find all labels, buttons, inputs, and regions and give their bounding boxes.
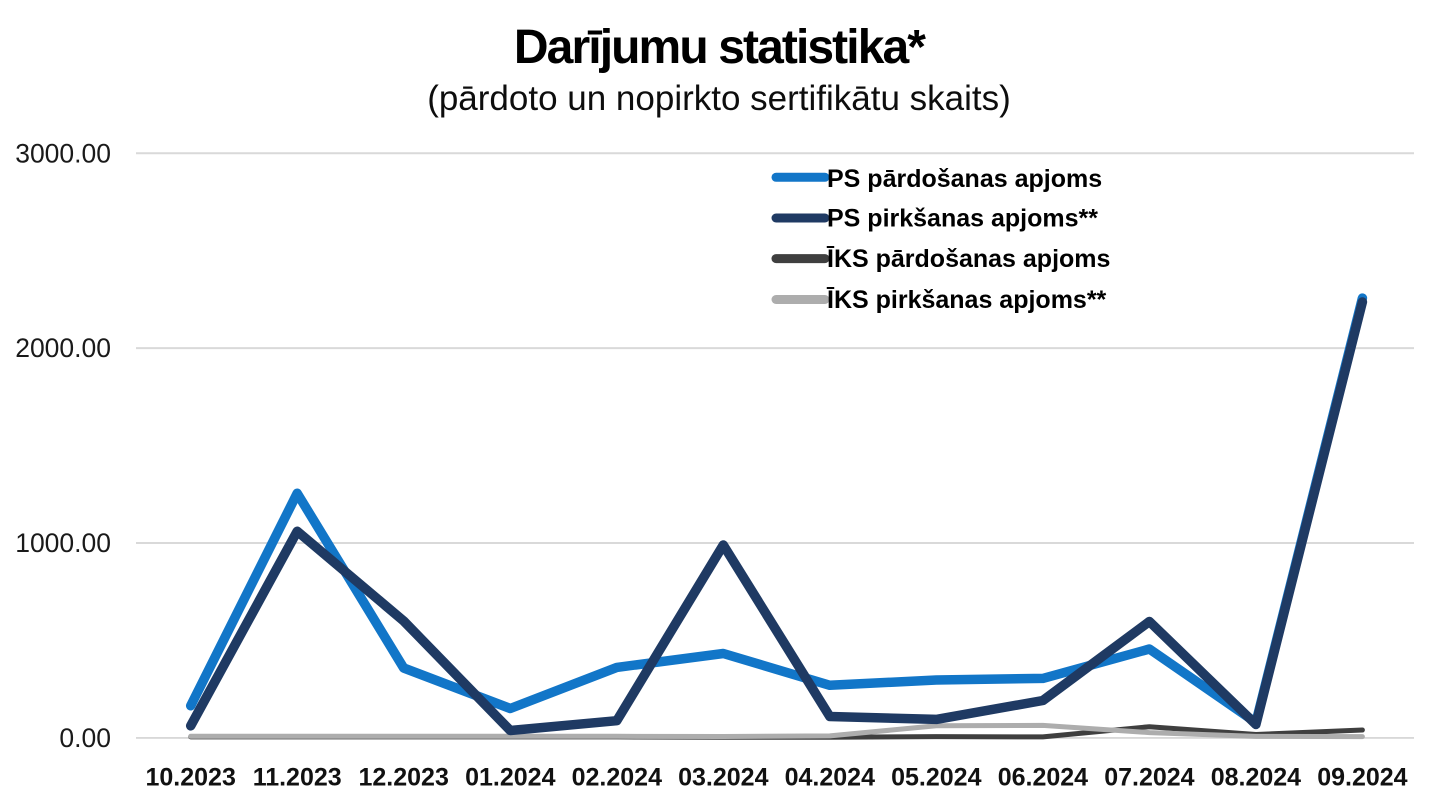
svg-text:2000.00: 2000.00 [15, 333, 111, 363]
svg-text:PS pirkšanas apjoms**: PS pirkšanas apjoms** [827, 205, 1098, 233]
svg-text:3000.00: 3000.00 [15, 138, 111, 168]
svg-text:06.2024: 06.2024 [998, 764, 1088, 792]
svg-text:1000.00: 1000.00 [15, 528, 111, 558]
svg-text:11.2023: 11.2023 [253, 764, 342, 792]
svg-text:04.2024: 04.2024 [785, 764, 875, 792]
svg-text:ĪKS pārdošanas apjoms: ĪKS pārdošanas apjoms [826, 245, 1110, 273]
svg-text:09.2024: 09.2024 [1317, 764, 1407, 792]
svg-text:(pārdoto un nopirkto sertifikā: (pārdoto un nopirkto sertifikātu skaits) [427, 79, 1011, 118]
svg-text:02.2024: 02.2024 [572, 764, 662, 792]
svg-text:03.2024: 03.2024 [678, 764, 768, 792]
svg-text:08.2024: 08.2024 [1211, 764, 1301, 792]
svg-text:05.2024: 05.2024 [891, 764, 981, 792]
svg-text:01.2024: 01.2024 [465, 764, 555, 792]
svg-text:Darījumu statistika*: Darījumu statistika* [514, 21, 926, 74]
svg-text:PS pārdošanas apjoms: PS pārdošanas apjoms [827, 165, 1102, 193]
svg-text:12.2023: 12.2023 [359, 764, 449, 792]
svg-text:ĪKS pirkšanas apjoms**: ĪKS pirkšanas apjoms** [826, 286, 1107, 314]
svg-text:0.00: 0.00 [59, 723, 111, 753]
svg-text:07.2024: 07.2024 [1104, 764, 1194, 792]
svg-text:10.2023: 10.2023 [146, 764, 236, 792]
